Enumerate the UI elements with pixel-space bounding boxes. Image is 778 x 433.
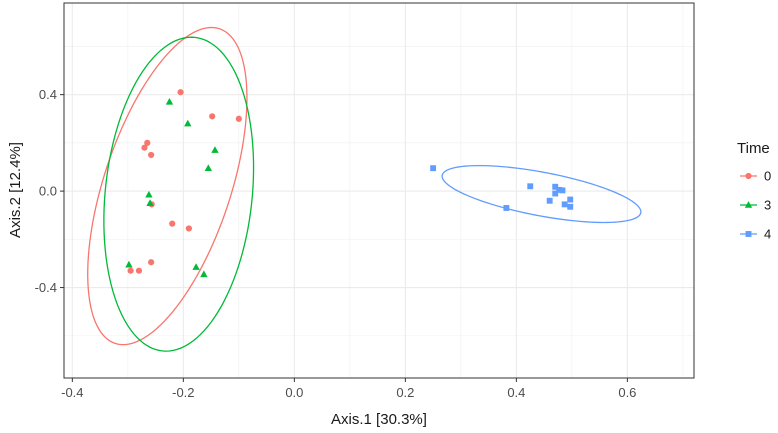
data-points <box>125 89 574 278</box>
y-tick-label: 0.4 <box>39 87 57 102</box>
point-time-0 <box>185 225 192 232</box>
point-time-0 <box>169 220 176 227</box>
point-time-4 <box>567 203 574 210</box>
legend-label: 3 <box>764 198 771 213</box>
legend-title: Time <box>737 140 770 157</box>
point-time-4 <box>559 187 566 194</box>
legend-label: 0 <box>764 169 771 184</box>
legend: Time 0 3 4 <box>737 140 771 242</box>
point-time-0 <box>177 89 184 96</box>
x-tick-label: -0.4 <box>61 385 83 400</box>
plot-border <box>63 2 695 379</box>
y-tick-label: -0.4 <box>35 280 57 295</box>
point-time-0 <box>148 151 155 159</box>
legend-label: 4 <box>764 227 771 242</box>
x-tick-label: 0.4 <box>507 385 525 400</box>
point-time-4 <box>567 196 574 203</box>
point-time-4 <box>503 205 510 211</box>
ellipse-time-0 <box>87 26 248 346</box>
point-time-0 <box>127 267 134 274</box>
point-time-0 <box>135 267 143 274</box>
point-time-0 <box>148 259 155 266</box>
point-time-4 <box>552 183 559 190</box>
point-time-0 <box>144 139 151 146</box>
point-time-3 <box>204 164 212 171</box>
point-time-3 <box>145 190 153 198</box>
point-time-0 <box>141 144 148 151</box>
point-time-4 <box>552 190 559 197</box>
y-tick-label: 0.0 <box>39 184 57 199</box>
point-time-3 <box>125 260 133 268</box>
point-time-3 <box>184 119 192 127</box>
point-time-3 <box>211 146 219 153</box>
point-time-4 <box>527 183 534 190</box>
plot-panel <box>63 2 695 379</box>
point-time-0 <box>235 115 242 122</box>
x-axis-title: Axis.1 [30.3%] <box>331 411 427 428</box>
point-time-4 <box>546 197 553 204</box>
x-tick-label: 0.0 <box>285 385 303 400</box>
x-axis-ticks: -0.4 -0.2 0.0 0.2 0.4 0.6 <box>61 378 636 400</box>
x-tick-label: 0.6 <box>618 385 636 400</box>
legend-key-marker <box>745 231 752 237</box>
y-axis-title: Axis.2 [12.4%] <box>7 142 24 238</box>
point-time-3 <box>165 97 174 105</box>
ellipse-time-4 <box>441 164 642 224</box>
confidence-ellipses <box>87 26 642 352</box>
x-tick-label: 0.2 <box>396 385 414 400</box>
point-time-3 <box>200 270 208 278</box>
grid-major <box>64 3 694 378</box>
grid-minor <box>64 3 694 378</box>
point-time-4 <box>561 201 568 208</box>
point-time-4 <box>556 186 563 193</box>
point-time-3 <box>146 199 154 206</box>
legend-key-marker <box>745 172 752 180</box>
point-time-4 <box>430 165 437 172</box>
ellipse-time-3 <box>103 36 255 352</box>
x-tick-label: -0.2 <box>172 385 194 400</box>
point-time-0 <box>209 113 216 120</box>
legend-key-marker <box>744 201 753 208</box>
y-axis-ticks: -0.4 0.0 0.4 <box>35 87 64 295</box>
point-time-3 <box>192 263 200 270</box>
